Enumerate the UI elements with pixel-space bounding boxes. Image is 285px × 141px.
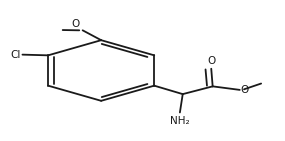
Text: O: O: [241, 85, 249, 95]
Text: O: O: [72, 19, 80, 29]
Text: Cl: Cl: [11, 50, 21, 60]
Text: O: O: [208, 56, 216, 66]
Text: NH₂: NH₂: [170, 116, 190, 126]
